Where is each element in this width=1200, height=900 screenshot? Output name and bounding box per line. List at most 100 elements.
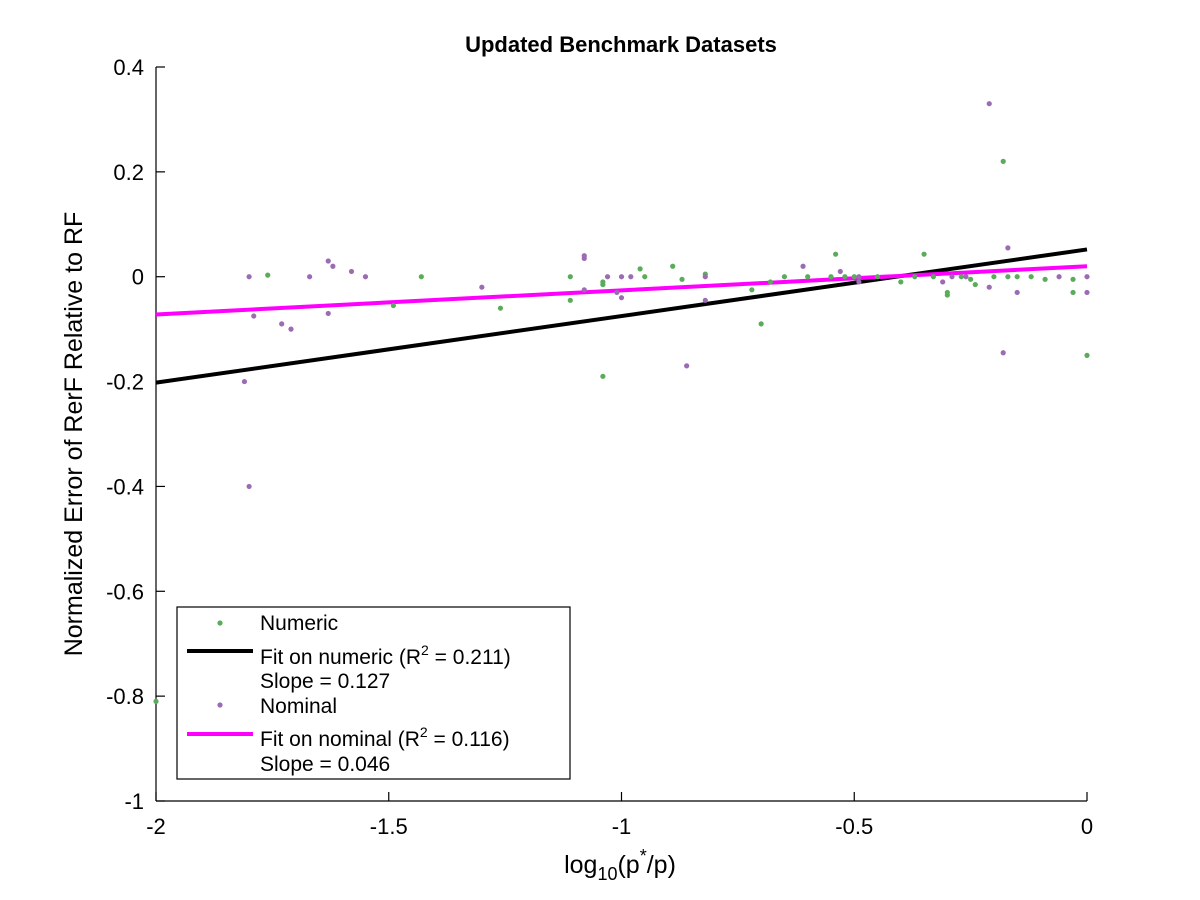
legend-numeric-slope: Slope = 0.127 [260,670,390,693]
numeric-point [828,274,834,280]
legend-numeric-fit-pre: Fit on numeric (R [260,646,421,669]
nominal-fit-line [155,264,1088,317]
y-tick-label: -0.6 [106,579,144,604]
x-ticks: -2 -1.5 -1 -0.5 0 [146,792,1093,839]
nominal-point [1084,289,1090,296]
nominal-point [325,310,331,317]
nominal-point [330,263,336,269]
legend-numeric-fit-sup: 2 [421,642,429,658]
numeric-point [600,373,606,379]
nominal-point [963,274,969,280]
nominal-point [628,274,634,280]
numeric-point [153,698,159,704]
y-tick-label: 0.4 [113,55,144,80]
legend-nominal-fit-sup: 2 [420,724,428,740]
nominal-point [986,284,992,290]
numeric-point [805,274,811,280]
numeric-point [1000,158,1006,164]
legend-nominal-slope: Slope = 0.046 [260,753,390,776]
x-axis-label-post: /p) [647,851,676,879]
y-tick-label: 0 [132,265,144,290]
legend-nominal-marker [217,702,223,708]
x-tick-label: -0.5 [835,814,873,839]
fit-lines [155,247,1088,385]
numeric-point [898,279,904,285]
numeric-point [851,274,857,280]
numeric-fit-line [155,247,1088,385]
nominal-point [949,274,955,280]
y-tick-label: -0.8 [106,684,144,709]
nominal-point [288,326,294,332]
numeric-point [567,274,573,280]
legend-nominal-fit-pre: Fit on nominal (R [260,728,420,751]
numeric-point [842,274,848,280]
nominal-point [800,263,806,269]
numeric-point [642,274,648,280]
numeric-point [390,302,397,309]
nominal-point [246,483,252,490]
nominal-point [581,255,587,261]
numeric-point [972,281,978,288]
x-tick-label: -1.5 [370,814,408,839]
numeric-point [921,251,927,257]
nominal-point [362,274,369,280]
numeric-point [1084,352,1090,358]
numeric-point [833,251,839,257]
nominal-point [325,258,331,264]
legend-box [176,606,571,780]
numeric-point [874,274,881,280]
numeric-point [1042,276,1048,282]
legend-nominal-fit-label: Fit on nominal (R2 = 0.116) [260,724,510,751]
numeric-point [781,274,788,280]
legend-numeric-fit-post: = 0.211) [429,646,511,669]
nominal-point [856,274,862,280]
nominal-point [940,279,946,285]
nominal-point [241,378,248,385]
numeric-point [958,274,964,280]
numeric-point [497,305,504,311]
nominal-point [1000,350,1006,356]
legend-numeric-marker [217,620,223,626]
nominal-point [684,363,690,369]
nominal-point [837,268,843,275]
nominal-point [246,274,252,280]
chart-title: Updated Benchmark Datasets [465,32,777,57]
data-points [153,101,1090,704]
numeric-point [749,287,755,293]
nominal-point [479,284,485,290]
legend-numeric-fit-label: Fit on numeric (R2 = 0.211) [260,642,511,669]
nominal-point [986,101,992,107]
nominal-point [581,287,587,293]
legend: Numeric Fit on numeric (R2 = 0.211) Slop… [176,606,571,780]
x-axis-label-subscript: 10 [597,864,617,884]
legend-numeric-label: Numeric [260,612,338,635]
nominal-point [702,274,708,280]
numeric-point [1005,274,1011,280]
nominal-point [279,321,285,327]
numeric-point [767,279,774,285]
nominal-point [1084,274,1090,280]
numeric-point [265,272,271,278]
nominal-point [251,313,257,319]
legend-nominal-fit-post: = 0.116) [428,728,510,751]
numeric-point [968,276,974,282]
y-ticks: -1 -0.8 -0.6 -0.4 -0.2 0 0.2 0.4 [106,55,165,814]
numeric-point [944,292,950,298]
x-axis-label-superscript: * [640,846,647,866]
nominal-point [604,274,611,280]
x-axis-label-pre: (p [617,851,639,879]
numeric-point [758,321,764,327]
numeric-point [1070,289,1076,296]
y-axis-label: Normalized Error of RerF Relative to RF [60,212,88,657]
y-tick-label: 0.2 [113,160,144,185]
x-tick-label: 0 [1081,814,1093,839]
numeric-point [600,279,606,285]
nominal-point [702,297,708,303]
y-tick-label: -1 [124,789,144,814]
numeric-point [1014,274,1020,280]
x-tick-label: -1 [612,814,632,839]
y-tick-label: -0.4 [106,474,144,499]
nominal-point [1005,245,1011,251]
nominal-point [307,274,313,280]
